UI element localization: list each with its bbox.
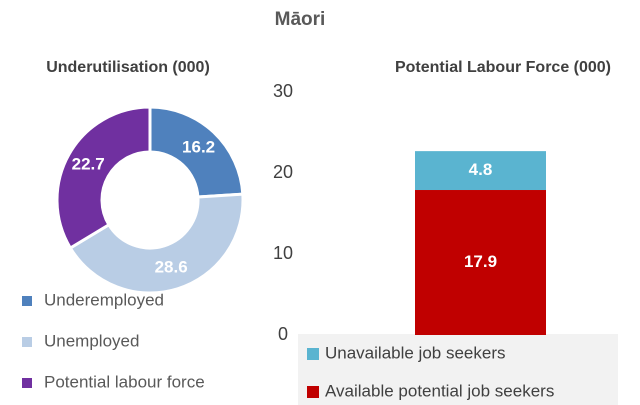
- y-tick-label: 20: [273, 162, 293, 182]
- legend-swatch: [22, 378, 32, 388]
- legend-box: [298, 334, 618, 405]
- legend-label: Potential labour force: [44, 372, 205, 391]
- legend-label: Unemployed: [44, 331, 139, 350]
- donut-slice: [68, 192, 245, 295]
- data-label: 4.8: [469, 160, 493, 179]
- data-label: 16.2: [182, 138, 215, 157]
- legend-swatch: [22, 337, 32, 347]
- data-label: 22.7: [72, 155, 105, 174]
- donut-slice: [148, 105, 245, 199]
- legend-swatch: [22, 296, 32, 306]
- donut-slice: [55, 105, 152, 251]
- bar-segment: [415, 190, 546, 335]
- data-label: 28.6: [155, 257, 188, 276]
- legend-label: Underemployed: [44, 290, 164, 309]
- data-label: 17.9: [464, 252, 497, 271]
- chart-title: Potential Labour Force (000): [395, 59, 611, 76]
- y-tick-label: 0: [278, 324, 288, 344]
- legend-label: Unavailable job seekers: [325, 343, 506, 362]
- legend-swatch: [307, 348, 319, 360]
- y-tick-label: 30: [273, 81, 293, 101]
- legend-swatch: [307, 386, 319, 398]
- bar-segment: [415, 151, 546, 191]
- page-title: Māori: [275, 9, 326, 30]
- y-tick-label: 10: [273, 243, 293, 263]
- chart-title: Underutilisation (000): [46, 59, 210, 76]
- legend-label: Available potential job seekers: [325, 381, 554, 400]
